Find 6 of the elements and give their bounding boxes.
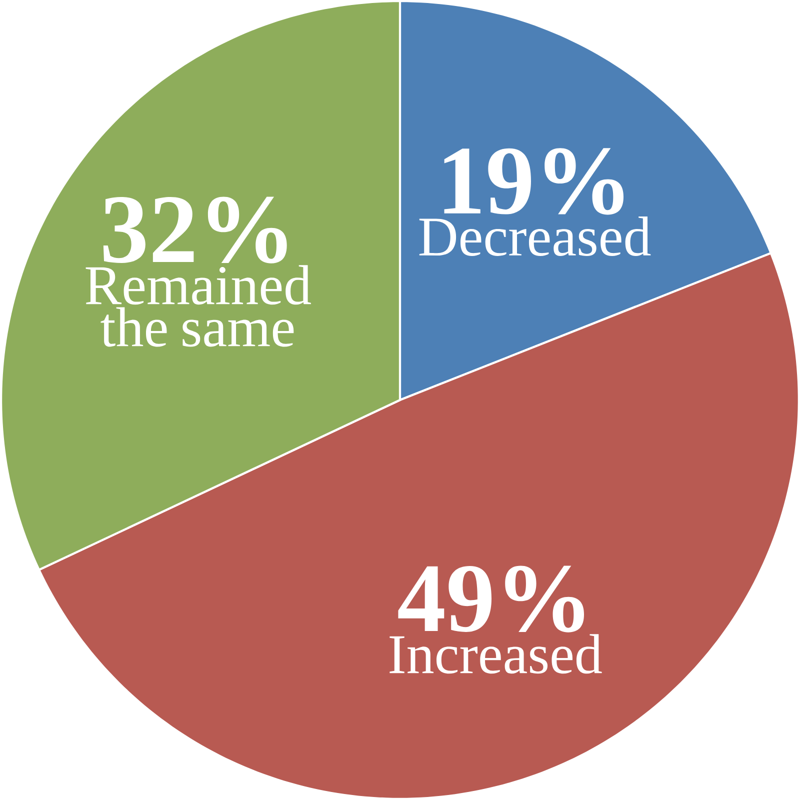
- slice-label: Increased: [390, 634, 602, 674]
- slice-label: Remained the same: [86, 265, 311, 347]
- data-label: 19%: [444, 148, 624, 215]
- data-label: 32%: [103, 196, 287, 264]
- slice-label: Decreased: [419, 216, 651, 256]
- data-label: 49%: [398, 566, 584, 632]
